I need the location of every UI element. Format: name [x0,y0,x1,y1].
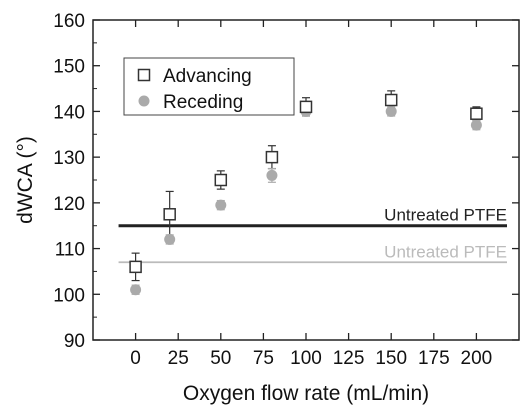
data-point [266,169,278,181]
data-point [265,150,279,164]
x-tick-label: 175 [418,348,450,369]
y-tick-label: 140 [53,102,85,123]
x-tick-label: 125 [333,348,365,369]
legend-marker [138,95,150,107]
legend-label: Receding [163,92,243,113]
legend-marker [137,68,151,82]
data-point [163,208,176,221]
legend-label: Advancing [163,66,252,87]
x-tick-label: 25 [168,348,189,369]
y-tick-label: 90 [64,331,85,352]
legend-box [123,57,295,116]
data-point [164,233,176,245]
y-tick-label: 110 [55,240,85,261]
y-tick-label: 160 [53,11,85,32]
x-tick-label: 50 [210,348,231,369]
data-point [470,119,482,131]
x-tick-label: 100 [290,348,322,369]
reference-line-label: Untreated PTFE [384,242,507,261]
data-point [129,260,142,274]
data-point [215,199,227,211]
data-point [384,93,398,107]
x-tick-label: 200 [461,348,493,369]
x-tick-label: 150 [375,348,407,369]
data-point [470,107,483,120]
legend: Advancing Receding [123,57,295,116]
x-tick-label: 75 [253,348,274,369]
y-tick-label: 130 [53,148,85,169]
y-tick-label: 150 [53,57,85,78]
y-axis-label: dWCA (°) [14,136,37,224]
reference-line-label: Untreated PTFE [384,206,507,225]
data-point [130,284,142,296]
data-point [214,173,228,187]
y-tick-label: 120 [53,194,85,215]
x-tick-label: 0 [130,348,141,369]
x-axis-label: Oxygen flow rate (mL/min) [183,382,429,405]
data-point [385,105,397,117]
data-point [299,100,313,114]
y-tick-label: 100 [53,285,85,306]
